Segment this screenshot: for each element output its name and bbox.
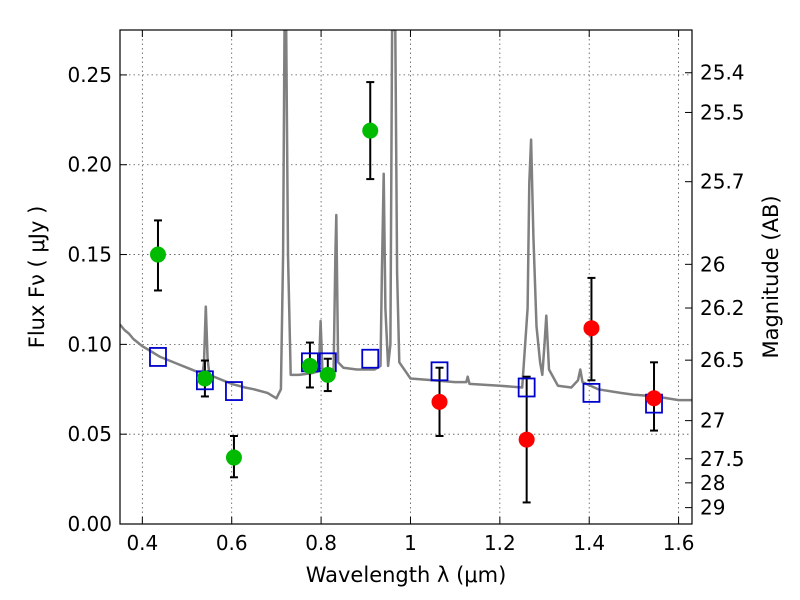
data-point (518, 431, 535, 448)
y-tick-label: 0.25 (67, 63, 112, 87)
magnitude-tick-label: 26 (700, 252, 725, 276)
model-box (517, 377, 536, 398)
data-point (301, 357, 318, 374)
x-tick-label: 1 (404, 531, 417, 555)
data-point (149, 246, 166, 263)
template-spectrum-line (120, 30, 692, 402)
model-box (361, 348, 380, 369)
ticks: 0.4 0.6 0.8 1 1.2 1.4 1.6 0.00 0.05 0.10 0.15 0.20 0… (67, 30, 745, 555)
model-box (430, 361, 449, 382)
data-point (583, 320, 600, 337)
y-tick-label: 0.15 (67, 243, 112, 267)
x-tick-label: 0.8 (305, 531, 337, 555)
magnitude-tick-label: 27 (700, 409, 725, 433)
data-point (319, 366, 336, 383)
model-box (149, 347, 167, 367)
magnitude-tick-label: 28 (700, 471, 725, 495)
magnitude-tick-label: 27.5 (700, 447, 745, 471)
y-axis-label: Flux Fν ( μJy ) (25, 206, 49, 349)
magnitude-tick-label: 26.5 (700, 348, 745, 372)
magnitude-tick-label: 25.7 (700, 170, 745, 194)
data-point (196, 370, 213, 387)
data-point (225, 449, 242, 466)
model-box (582, 382, 601, 403)
y-tick-label: 0.10 (67, 332, 112, 356)
x-tick-label: 0.4 (126, 531, 158, 555)
x-axis-label: Wavelength λ (μm) (306, 563, 507, 587)
data-point (431, 393, 448, 410)
y-tick-label: 0.00 (67, 512, 112, 536)
magnitude-tick-label: 25.5 (700, 100, 745, 124)
x-tick-label: 1.6 (663, 531, 695, 555)
photometry-points (149, 122, 663, 466)
x-tick-label: 1.4 (573, 531, 605, 555)
y-tick-label: 0.20 (67, 153, 112, 177)
template-spectrum (120, 30, 692, 402)
x-tick-label: 0.6 (216, 531, 248, 555)
y2-axis-label: Magnitude (AB) (759, 195, 783, 358)
magnitude-tick-label: 25.4 (700, 61, 745, 85)
plot-frame (119, 29, 693, 525)
x-tick-label: 1.2 (484, 531, 516, 555)
magnitude-tick-label: 29 (700, 496, 725, 520)
y-tick-label: 0.05 (67, 422, 112, 446)
errorbars (153, 81, 659, 504)
data-point (362, 122, 379, 139)
data-point (646, 390, 663, 407)
model-box (225, 381, 243, 401)
magnitude-tick-label: 26.2 (700, 296, 745, 320)
